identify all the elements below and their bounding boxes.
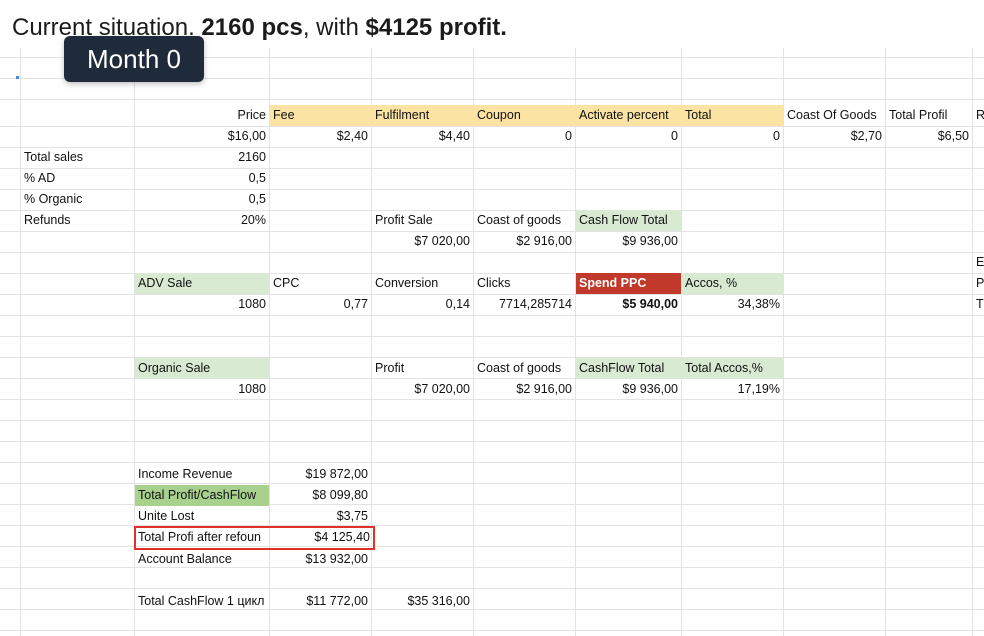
selection-marker (16, 76, 19, 79)
label-cpc[interactable]: CPC (273, 276, 300, 290)
label-organic-coast-goods[interactable]: Coast of goods (477, 361, 562, 375)
value-accos[interactable]: 34,38% (737, 297, 780, 311)
header-price[interactable]: Price (237, 108, 266, 122)
value-organic-coast-goods[interactable]: $2 916,00 (516, 382, 572, 396)
label-conversion[interactable]: Conversion (375, 276, 439, 290)
value-profit-sale[interactable]: $7 020,00 (414, 234, 470, 248)
value-organic-profit[interactable]: $7 020,00 (414, 382, 470, 396)
label-adv-sale[interactable]: ADV Sale (135, 273, 269, 294)
value-coast-of-goods[interactable]: $2 916,00 (516, 234, 572, 248)
label-income-revenue[interactable]: Income Revenue (138, 467, 233, 481)
header-coupon[interactable]: Coupon (474, 105, 575, 126)
value-refunds[interactable]: 20% (240, 213, 266, 227)
value-unite-lost[interactable]: $3,75 (336, 509, 368, 523)
edge-cell-3[interactable]: T (976, 297, 984, 311)
value-spend-ppc[interactable]: $5 940,00 (622, 297, 678, 311)
label-spend-ppc[interactable]: Spend PPC (576, 273, 681, 294)
label-cash-flow-total[interactable]: Cash Flow Total (576, 210, 681, 231)
value-income-revenue[interactable]: $19 872,00 (305, 467, 368, 481)
value-organic-sale[interactable]: 1080 (238, 382, 266, 396)
label-total-sales[interactable]: Total sales (24, 150, 84, 164)
value-fulfilment[interactable]: $4,40 (438, 129, 470, 143)
month-badge: Month 0 (64, 36, 204, 82)
label-organic[interactable]: % Organic (24, 192, 83, 206)
spreadsheet-grid[interactable]: Price Fee Fulfilment Coupon Activate per… (0, 48, 984, 636)
value-organic[interactable]: 0,5 (248, 192, 266, 206)
value-conversion[interactable]: 0,14 (445, 297, 470, 311)
heading-pcs: 2160 pcs (201, 14, 303, 41)
header-total[interactable]: Total (682, 105, 783, 126)
value-ad[interactable]: 0,5 (248, 171, 266, 185)
header-extra[interactable]: R (976, 108, 984, 122)
label-accos[interactable]: Accos, % (682, 273, 783, 294)
value-cashflow-cycle[interactable]: $11 772,00 (306, 594, 368, 608)
value-account-balance[interactable]: $13 932,00 (305, 552, 368, 566)
header-total-profil[interactable]: Total Profil (889, 108, 948, 122)
value-fee[interactable]: $2,40 (336, 129, 368, 143)
edge-cell-2[interactable]: P (976, 276, 984, 290)
value-cash-flow-total[interactable]: $9 936,00 (622, 234, 678, 248)
value-total-accos[interactable]: 17,19% (737, 382, 780, 396)
value-cashflow-cycle-2[interactable]: $35 316,00 (407, 594, 470, 608)
value-total-profil[interactable]: $6,50 (937, 129, 969, 143)
label-organic-profit[interactable]: Profit (375, 361, 405, 375)
header-activate-percent[interactable]: Activate percent (576, 105, 681, 126)
label-total-accos[interactable]: Total Accos,% (682, 358, 783, 379)
label-clicks[interactable]: Clicks (477, 276, 511, 290)
value-organic-cashflow[interactable]: $9 936,00 (622, 382, 678, 396)
heading-middle: , with (302, 14, 366, 41)
page-heading: Current situation. 2160 pcs, with $4125 … (12, 14, 507, 42)
label-unite-lost[interactable]: Unite Lost (138, 509, 195, 523)
header-coast-goods[interactable]: Coast Of Goods (787, 108, 877, 122)
header-fulfilment[interactable]: Fulfilment (372, 105, 473, 126)
label-coast-of-goods[interactable]: Coast of goods (477, 213, 562, 227)
value-coast-goods[interactable]: $2,70 (850, 129, 882, 143)
value-adv-sale[interactable]: 1080 (238, 297, 266, 311)
value-profit-after-refund[interactable]: $4 125,40 (314, 530, 370, 544)
highlight-frame (134, 526, 375, 550)
value-clicks[interactable]: 7714,285714 (499, 297, 572, 311)
value-coupon[interactable]: 0 (565, 129, 572, 143)
value-total[interactable]: 0 (773, 129, 780, 143)
value-activate-percent[interactable]: 0 (671, 129, 678, 143)
value-total-sales[interactable]: 2160 (238, 150, 266, 164)
label-account-balance[interactable]: Account Balance (138, 552, 232, 566)
label-cashflow-cycle[interactable]: Total CashFlow 1 цикл (138, 594, 265, 608)
value-price[interactable]: $16,00 (227, 129, 266, 143)
label-profit-sale[interactable]: Profit Sale (375, 213, 433, 227)
value-total-profit-cashflow[interactable]: $8 099,80 (312, 488, 368, 502)
label-organic-cashflow-total[interactable]: CashFlow Total (576, 358, 681, 379)
label-organic-sale[interactable]: Organic Sale (135, 358, 269, 379)
label-ad[interactable]: % AD (24, 171, 56, 185)
label-total-profit-cashflow[interactable]: Total Profit/CashFlow (135, 485, 269, 506)
edge-cell-1[interactable]: E (976, 255, 984, 269)
header-fee[interactable]: Fee (270, 105, 371, 126)
label-refunds[interactable]: Refunds (24, 213, 71, 227)
value-cpc[interactable]: 0,77 (343, 297, 368, 311)
label-profit-after-refund[interactable]: Total Profi after refoun (138, 530, 261, 544)
heading-profit: $4125 profit. (365, 14, 507, 41)
